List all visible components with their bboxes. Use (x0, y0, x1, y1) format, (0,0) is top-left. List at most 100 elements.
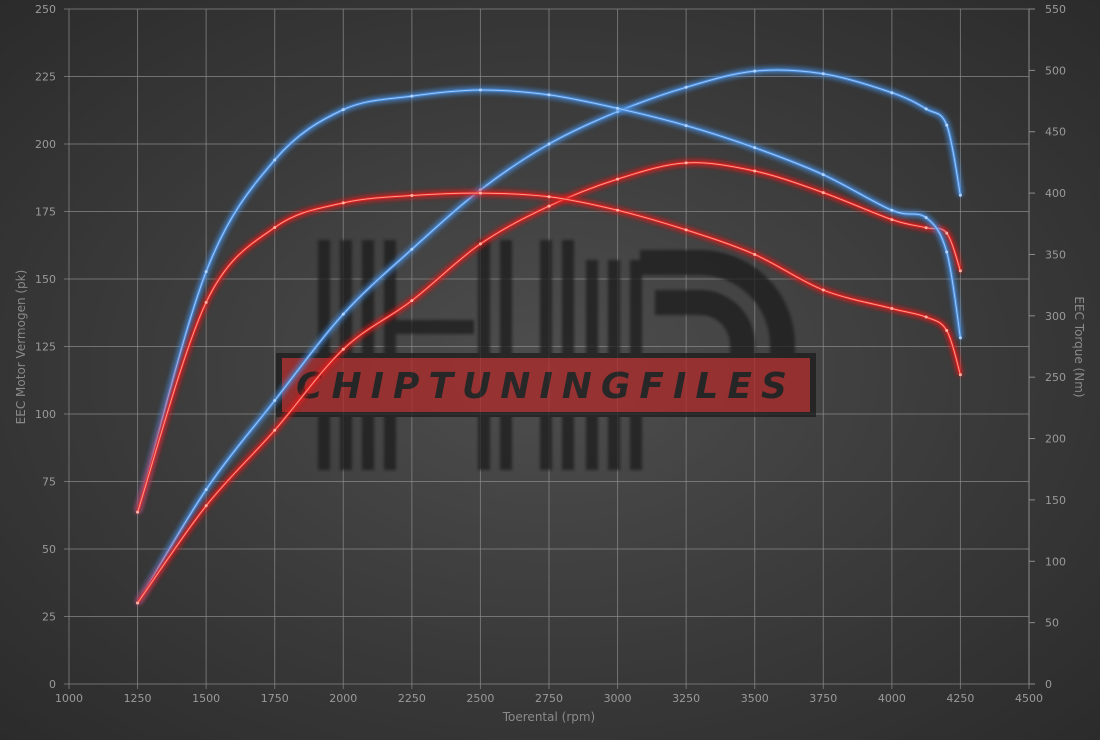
y-right-tick-label: 450 (1045, 126, 1066, 139)
y-left-tick-label: 225 (35, 71, 56, 84)
stock-power-point (958, 269, 962, 273)
x-axis-label: Toerental (rpm) (502, 710, 595, 724)
stock-power-point (753, 169, 757, 173)
stock-power-point (616, 177, 620, 181)
stock-torque-point (945, 329, 949, 333)
y-right-tick-label: 100 (1045, 555, 1066, 568)
y-left-tick-label: 50 (42, 543, 56, 556)
stock-torque-point (547, 195, 551, 199)
stock-torque-point (341, 201, 345, 205)
tuned-torque-point (821, 173, 825, 177)
stock-power-point (547, 204, 551, 208)
stock-power-point (821, 191, 825, 195)
x-tick-label: 2000 (329, 692, 357, 705)
series-lines (136, 68, 962, 605)
y-right-tick-label: 350 (1045, 248, 1066, 261)
y-left-tick-label: 75 (42, 476, 56, 489)
stock-torque-point (616, 208, 620, 212)
stock-torque-point (821, 288, 825, 292)
y-right-tick-label: 0 (1045, 678, 1052, 691)
y-right-tick-label: 400 (1045, 187, 1066, 200)
stock-torque-line-core (137, 192, 961, 513)
tuned-power-point (924, 107, 928, 111)
tuned-power-point (753, 69, 757, 73)
x-tick-label: 3500 (741, 692, 769, 705)
stock-power-point (204, 504, 208, 508)
y-right-tick-label: 50 (1045, 617, 1059, 630)
tuned-power-point (821, 72, 825, 76)
x-tick-label: 3250 (672, 692, 700, 705)
x-tick-label: 1750 (261, 692, 289, 705)
tuned-power-point (273, 399, 277, 402)
tuned-power-point (945, 123, 949, 127)
tuned-power-point (410, 247, 414, 251)
y-left-tick-label: 100 (35, 408, 56, 421)
stock-power-point (341, 347, 345, 351)
x-tick-label: 4000 (878, 692, 906, 705)
y-left-tick-label: 125 (35, 341, 56, 354)
tuned-torque-point (478, 88, 482, 92)
y-left-tick-label: 150 (35, 273, 56, 286)
stock-power-point (273, 428, 277, 432)
y-left-tick-label: 0 (49, 678, 56, 691)
stock-torque-point (410, 194, 414, 198)
tuned-power-point (204, 488, 208, 492)
y-right-tick-label: 300 (1045, 310, 1066, 323)
y-left-axis-label: EEC Motor Vermogen (pk) (14, 270, 28, 425)
x-tick-label: 2500 (466, 692, 494, 705)
y-right-axis-label: EEC Torque (Nm) (1072, 296, 1086, 397)
x-tick-label: 1250 (124, 692, 152, 705)
axes: 1000 1250 1500 1750 2000 2250 2500 2750 3000 3250… (35, 3, 1066, 705)
stock-torque-point (890, 306, 894, 310)
tuned-power-point (890, 91, 894, 95)
tuned-torque-point (410, 94, 414, 98)
tuned-torque-point (753, 146, 757, 150)
tuned-torque-point (890, 208, 894, 212)
tuned-torque-point (684, 124, 688, 128)
y-right-tick-label: 250 (1045, 371, 1066, 384)
tuned-torque-point (341, 108, 345, 112)
stock-power-point (890, 218, 894, 222)
tuned-power-point (616, 110, 620, 114)
tuned-torque-point (945, 250, 949, 254)
tuned-power-point (341, 312, 345, 316)
tuned-torque-point (204, 270, 208, 274)
stock-torque-point (924, 315, 928, 319)
tuned-torque-point (958, 336, 962, 340)
stock-power-point (684, 161, 688, 165)
y-left-tick-label: 200 (35, 138, 56, 151)
y-left-tick-label: 175 (35, 206, 56, 219)
tuned-torque-line-core (137, 89, 961, 513)
x-tick-label: 1500 (192, 692, 220, 705)
stock-power-point (410, 299, 414, 303)
watermark-text: CHIPTUNINGFILES (296, 366, 796, 407)
x-tick-label: 2750 (535, 692, 563, 705)
tuned-torque-point (616, 106, 620, 110)
tuned-power-point (478, 188, 482, 192)
tuned-power-point (958, 193, 962, 197)
tuned-power-point (684, 85, 688, 89)
watermark-logo: CHIPTUNINGFILES (276, 240, 816, 470)
stock-power-point (478, 242, 482, 246)
stock-torque-point (753, 252, 757, 256)
stock-power-point (136, 601, 140, 605)
x-tick-label: 3000 (604, 692, 632, 705)
tuned-torque-point (547, 93, 551, 97)
stock-torque-point (136, 510, 140, 514)
tuned-power-point (547, 142, 551, 146)
y-right-tick-label: 550 (1045, 3, 1066, 16)
stock-power-point (924, 226, 928, 230)
stock-torque-point (684, 228, 688, 232)
stock-torque-point (204, 300, 208, 304)
stock-torque-point (273, 225, 277, 229)
y-right-tick-label: 150 (1045, 494, 1066, 507)
y-right-tick-label: 500 (1045, 64, 1066, 77)
tuned-torque-point (273, 158, 277, 162)
x-tick-label: 2250 (398, 692, 426, 705)
y-left-tick-label: 25 (42, 611, 56, 624)
x-tick-label: 3750 (809, 692, 837, 705)
y-right-tick-label: 200 (1045, 433, 1066, 446)
y-left-tick-label: 250 (35, 3, 56, 16)
tuned-torque-point (924, 216, 928, 220)
